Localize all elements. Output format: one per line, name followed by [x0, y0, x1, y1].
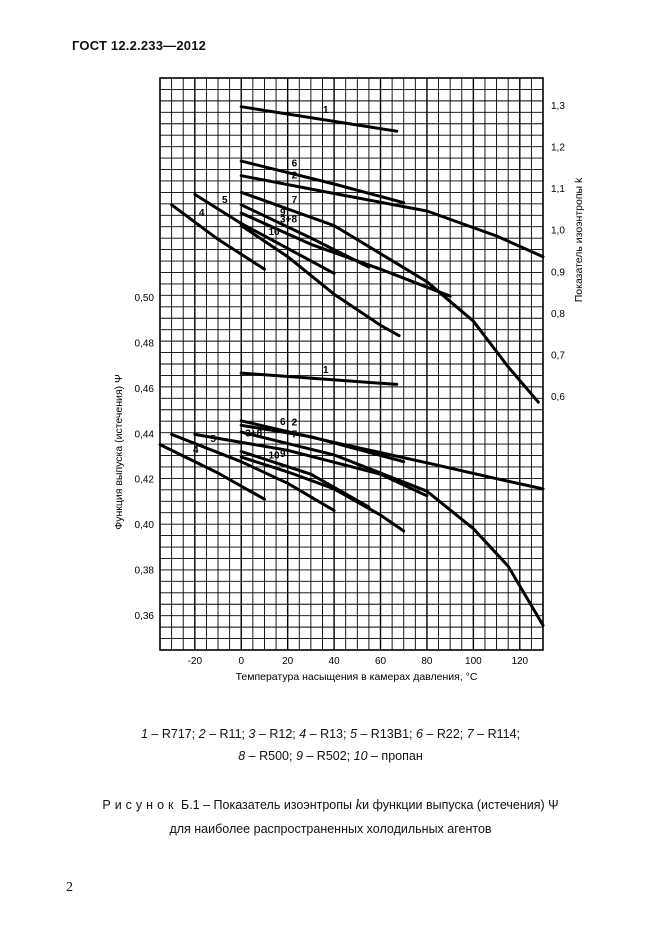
k-curve-label-7: 7 [292, 195, 298, 206]
legend-item-num-3: 3 [248, 727, 256, 741]
legend-item-num-1: 1 [140, 727, 148, 741]
x-tick-label: -20 [188, 656, 203, 667]
x-tick-label: 40 [329, 656, 341, 667]
x-tick-label: 100 [465, 656, 482, 667]
legend-item-num-2: 2 [198, 727, 206, 741]
legend-item-num-6: 6 [415, 727, 423, 741]
k-tick-label: 1,1 [551, 184, 565, 195]
psi-tick-label: 0,40 [135, 520, 155, 531]
psi-curve-label-7: 7 [292, 430, 298, 441]
legend-item-text-9: – R502; [302, 749, 354, 763]
psi-curve-3+8 [193, 432, 429, 498]
x-axis-label: Температура насыщения в камерах давления… [236, 671, 478, 683]
x-tick-label: 20 [282, 656, 294, 667]
psi-tick-label: 0,42 [135, 475, 155, 486]
k-tick-label: 0,8 [551, 309, 565, 320]
legend-item-text-3: – R12; [255, 727, 300, 741]
k-curve-label-1: 1 [323, 105, 329, 116]
k-curve-7 [239, 190, 540, 404]
caption-middle: и функции выпуска (истечения) Ψ [362, 798, 559, 812]
legend-item-num-4: 4 [299, 727, 307, 741]
x-tick-label: 120 [511, 656, 528, 667]
psi-curve-5 [170, 432, 336, 512]
plot-frame [159, 77, 544, 651]
k-axis-label: Показатель изоэнтропы k [573, 177, 585, 302]
psi-tick-label: 0,50 [135, 293, 155, 304]
k-curve-label-9: 9 [280, 207, 286, 218]
isentropic-chart: -20 0 20 40 60 80 100 120 Температура насыщения … [113, 77, 585, 683]
psi-curve-label-6: 6 [280, 417, 286, 428]
psi-curve-10 [239, 455, 406, 533]
psi-tick-label: 0,44 [135, 429, 155, 440]
document-header: ГОСТ 12.2.233—2012 [72, 38, 207, 53]
psi-curve-7 [239, 430, 545, 627]
legend-item-text-8: – R500; [245, 749, 296, 763]
k-curve-label-2: 2 [292, 171, 298, 182]
legend-item-num-5: 5 [349, 727, 357, 741]
k-tick-label: 1,3 [551, 101, 565, 112]
k-curve-label-10: 10 [268, 227, 280, 238]
legend-line-1: 1 – R717; 2 – R11; 3 – R12; 4 – R13; 5 –… [0, 727, 661, 741]
k-curve-1 [239, 105, 399, 133]
k-tick-label: 0,9 [551, 267, 565, 278]
k-curve-5 [193, 192, 336, 275]
k-curve-9 [239, 203, 371, 269]
page-number: 2 [66, 880, 73, 895]
psi-curve-label-1: 1 [323, 365, 329, 376]
psi-curve-label-10: 10 [268, 451, 280, 462]
legend-item-text-4: – R13; [306, 727, 350, 741]
k-curve-label-3+8: 3+8 [280, 215, 297, 226]
psi-tick-label: 0,36 [135, 611, 155, 622]
caption-figure-word: Рисунок [102, 798, 178, 812]
k-tick-label: 0,7 [551, 350, 565, 361]
psi-curve-label-4: 4 [193, 445, 199, 456]
k-curve-10 [239, 224, 401, 338]
k-curve-label-5: 5 [222, 195, 228, 206]
psi-curve-6 [239, 423, 406, 464]
legend-item-text-5: – R13B1; [356, 727, 416, 741]
psi-curve-label-2: 2 [292, 418, 298, 429]
legend-item-text-2: – R11; [205, 727, 249, 741]
psi-curve-4 [158, 443, 266, 501]
psi-curve-label-9: 9 [280, 449, 286, 460]
psi-tick-label: 0,46 [135, 384, 155, 395]
legend-item-text-6: – R22; [422, 727, 467, 741]
psi-curve-label-5: 5 [210, 434, 216, 445]
legend-item-text-10: – пропан [367, 749, 423, 763]
psi-tick-label: 0,48 [135, 338, 155, 349]
k-tick-label: 1,2 [551, 143, 565, 154]
k-curve-6 [239, 159, 406, 205]
x-tick-label: 0 [238, 656, 244, 667]
legend-line-2: 8 – R500; 9 – R502; 10 – пропан [0, 749, 661, 763]
figure-caption: Рисунок Б.1 – Показатель изоэнтропы kи ф… [0, 797, 661, 814]
psi-tick-label: 0,38 [135, 566, 155, 577]
k-curve-4 [170, 203, 266, 271]
k-curve-2 [239, 174, 545, 259]
legend-item-num-8: 8 [238, 749, 246, 763]
legend-item-text-7: – R114; [473, 727, 520, 741]
caption-k-symbol: k [355, 797, 363, 813]
psi-curve-1 [239, 371, 399, 386]
legend-item-text-1: – R717; [147, 727, 199, 741]
k-curve-label-6: 6 [292, 159, 298, 170]
legend-item-num-10: 10 [353, 749, 368, 763]
x-tick-label: 60 [375, 656, 387, 667]
k-tick-label: 1,0 [551, 226, 565, 237]
k-tick-label: 0,6 [551, 392, 565, 403]
psi-axis-label: Функция выпуска (истечения) Ψ [113, 374, 125, 530]
caption-number: Б.1 – Показатель изоэнтропы [177, 798, 356, 812]
k-curve-label-4: 4 [199, 208, 205, 219]
legend-item-num-7: 7 [466, 727, 474, 741]
x-tick-label: 80 [421, 656, 433, 667]
figure-caption-line2: для наиболее распространенных холодильны… [169, 822, 492, 836]
legend-item-num-9: 9 [295, 749, 303, 763]
